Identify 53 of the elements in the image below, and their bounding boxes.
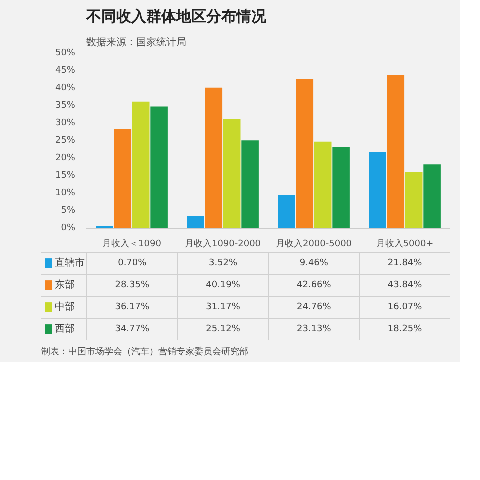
y-tick-label: 45%	[55, 66, 76, 76]
bar	[424, 164, 441, 228]
data-label: 34.77%	[115, 324, 150, 334]
bar	[150, 106, 168, 228]
y-tick-label: 0%	[61, 224, 76, 234]
bar	[187, 216, 204, 228]
x-tick-label: 月收入5000+	[376, 238, 434, 250]
y-tick-label: 35%	[55, 101, 76, 111]
bar	[387, 75, 405, 228]
y-tick-label: 40%	[55, 84, 76, 94]
data-label: 31.17%	[206, 302, 241, 312]
source-note: 数据来源：国家统计局	[86, 36, 186, 48]
data-label: 28.35%	[115, 280, 150, 290]
y-tick-label: 50%	[55, 48, 76, 58]
y-tick-label: 15%	[55, 171, 76, 181]
bar	[369, 152, 386, 228]
bar	[314, 142, 332, 228]
data-label: 42.66%	[297, 280, 332, 290]
data-label: 25.12%	[206, 324, 241, 334]
bar	[132, 102, 150, 228]
x-tick-label: 月收入2000-5000	[276, 238, 352, 250]
data-label: 16.07%	[388, 302, 423, 312]
legend-label: 东部	[55, 279, 76, 291]
bar	[114, 129, 132, 228]
data-label: 3.52%	[208, 258, 238, 268]
x-tick-label: 月收入1090-2000	[184, 238, 262, 250]
y-tick-label: 20%	[55, 154, 76, 164]
data-label: 21.84%	[388, 258, 423, 268]
y-tick-label: 5%	[61, 206, 76, 216]
chart-title: 不同收入群体地区分布情况	[86, 8, 268, 26]
bar	[278, 195, 296, 228]
data-label: 36.17%	[115, 302, 150, 312]
data-label: 23.13%	[297, 324, 332, 334]
x-tick-label: 月收入＜1090	[102, 238, 162, 250]
bar	[332, 148, 350, 228]
y-tick-label: 30%	[55, 118, 76, 128]
bar	[223, 119, 241, 228]
legend-label: 中部	[55, 301, 76, 313]
bar	[205, 88, 223, 228]
data-label: 24.76%	[297, 302, 332, 312]
data-label: 0.70%	[118, 258, 148, 268]
y-tick-label: 25%	[55, 136, 76, 146]
text: 制表：中国市场学会（汽车）营销专家委员会研究部	[42, 346, 248, 358]
data-label: 18.25%	[388, 324, 423, 334]
legend-label: 直辖市	[55, 257, 86, 269]
bar	[405, 172, 423, 228]
data-label: 40.19%	[206, 280, 241, 290]
bar	[242, 140, 259, 228]
bar	[296, 79, 314, 228]
data-label: 43.84%	[388, 280, 423, 290]
legend-label: 西部	[55, 323, 76, 335]
data-label: 9.46%	[300, 258, 329, 268]
y-tick-label: 10%	[55, 188, 76, 198]
